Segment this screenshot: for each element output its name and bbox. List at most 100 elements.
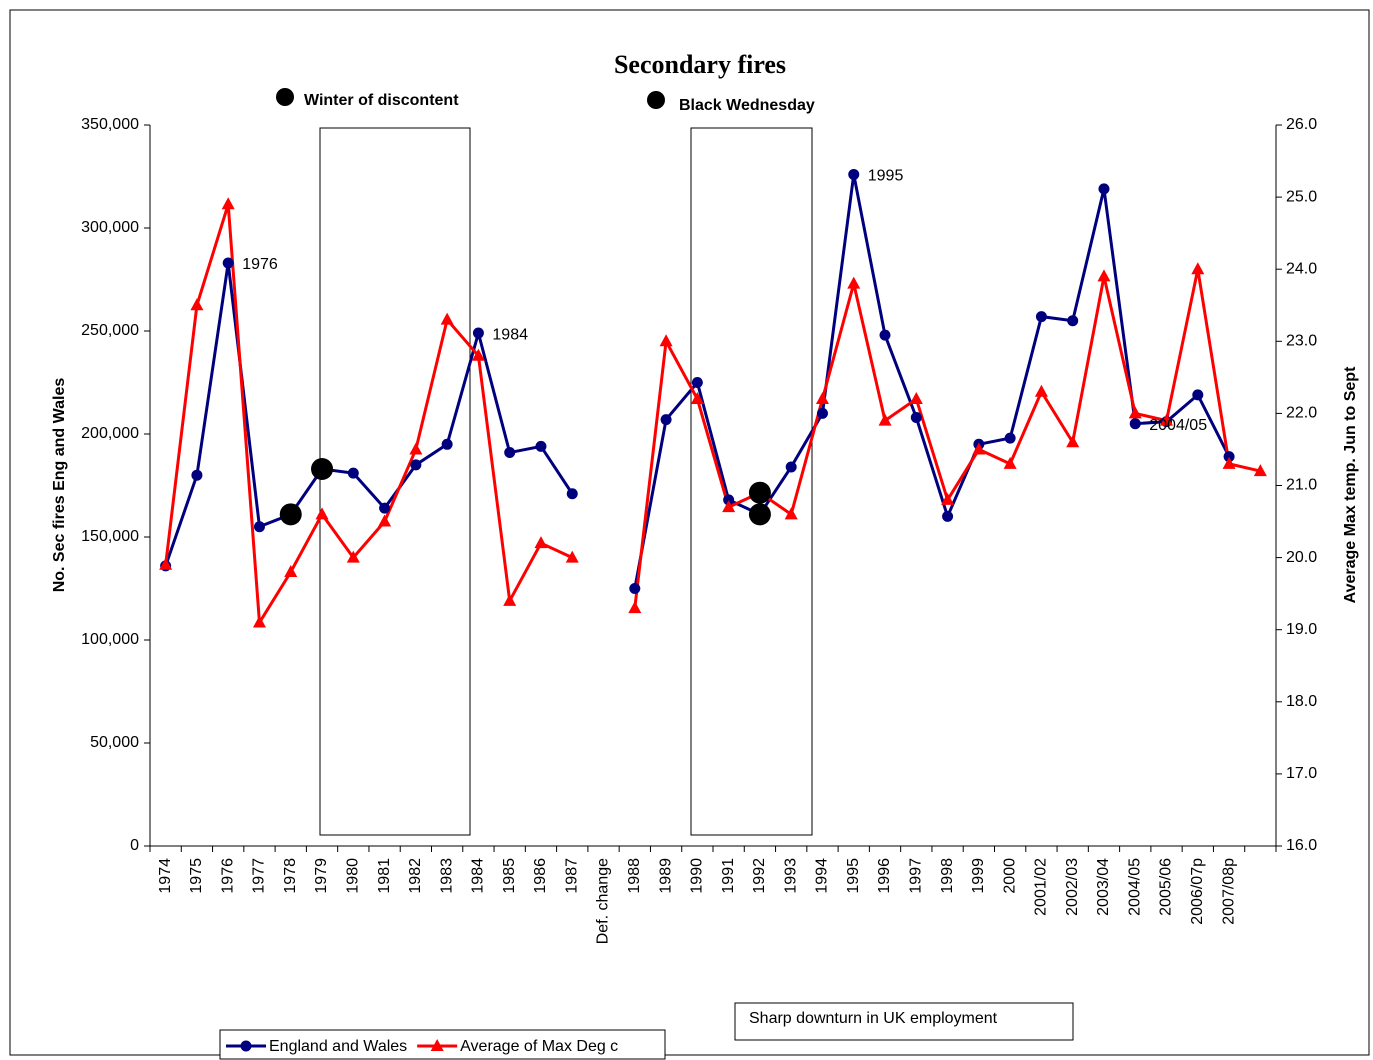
marker xyxy=(816,392,829,404)
x-tick-label: 1996 xyxy=(876,858,893,894)
x-tick-label: 2006/07p xyxy=(1189,858,1206,925)
event-label: Winter of discontent xyxy=(304,92,459,109)
marker xyxy=(191,470,202,481)
x-tick-label: 1976 xyxy=(219,858,236,894)
y2-tick-label: 17.0 xyxy=(1286,765,1317,782)
x-tick-label: 2000 xyxy=(1001,858,1018,894)
marker xyxy=(661,414,672,425)
event-bullet xyxy=(276,88,294,106)
marker xyxy=(1191,262,1204,274)
x-tick-label: 1997 xyxy=(908,858,925,894)
x-tick-label: 1991 xyxy=(720,858,737,894)
x-tick-label: 1984 xyxy=(470,858,487,894)
x-tick-label: 1982 xyxy=(407,858,424,894)
marker xyxy=(660,334,673,346)
event-marker xyxy=(311,458,333,480)
y2-tick-label: 24.0 xyxy=(1286,260,1317,277)
y2-tick-label: 22.0 xyxy=(1286,405,1317,422)
marker xyxy=(567,488,578,499)
y2-tick-label: 18.0 xyxy=(1286,693,1317,710)
marker xyxy=(1035,385,1048,397)
marker xyxy=(848,169,859,180)
x-tick-label: 1989 xyxy=(657,858,674,894)
x-tick-label: 1985 xyxy=(501,858,518,894)
shaded-period xyxy=(691,128,812,835)
marker xyxy=(254,521,265,532)
x-tick-label: 1977 xyxy=(251,858,268,894)
point-label: 2004/05 xyxy=(1149,417,1207,434)
x-tick-label: 1975 xyxy=(188,858,205,894)
y-tick-label: 300,000 xyxy=(81,219,139,236)
x-tick-label: 1994 xyxy=(814,858,831,894)
marker xyxy=(503,594,516,606)
marker xyxy=(1192,389,1203,400)
x-tick-label: 1980 xyxy=(345,858,362,894)
x-tick-label: 1995 xyxy=(845,858,862,894)
x-tick-label: 1990 xyxy=(689,858,706,894)
legend-label: England and Wales xyxy=(269,1038,407,1055)
chart-title: Secondary fires xyxy=(614,50,786,79)
y-tick-label: 150,000 xyxy=(81,528,139,545)
y-tick-label: 200,000 xyxy=(81,425,139,442)
y2-tick-label: 16.0 xyxy=(1286,837,1317,854)
x-tick-label: 2005/06 xyxy=(1158,858,1175,916)
x-tick-label: 1979 xyxy=(313,858,330,894)
event-marker xyxy=(280,503,302,525)
series-line xyxy=(166,204,1261,622)
marker xyxy=(379,503,390,514)
y2-axis-title: Average Max temp. Jun to Sept xyxy=(1342,366,1359,603)
y2-tick-label: 20.0 xyxy=(1286,549,1317,566)
y-tick-label: 350,000 xyxy=(81,116,139,133)
event-bullet xyxy=(647,91,665,109)
marker xyxy=(1129,406,1142,418)
event-marker xyxy=(749,503,771,525)
marker xyxy=(628,601,641,613)
x-tick-label: 1983 xyxy=(438,858,455,894)
marker xyxy=(534,536,547,548)
x-tick-label: 1974 xyxy=(157,858,174,894)
y2-tick-label: 23.0 xyxy=(1286,333,1317,350)
marker xyxy=(410,459,421,470)
marker xyxy=(786,461,797,472)
y-tick-label: 250,000 xyxy=(81,322,139,339)
marker xyxy=(785,507,798,519)
y-axis-title: No. Sec fires Eng and Wales xyxy=(51,378,68,593)
point-label: 1976 xyxy=(242,256,278,273)
marker xyxy=(1067,315,1078,326)
marker xyxy=(409,442,422,454)
y-tick-label: 50,000 xyxy=(90,734,139,751)
marker xyxy=(629,583,640,594)
marker xyxy=(1098,183,1109,194)
event-label: Black Wednesday xyxy=(679,97,815,114)
marker xyxy=(817,408,828,419)
x-tick-label: 2007/08p xyxy=(1220,858,1237,925)
marker xyxy=(378,515,391,527)
x-tick-label: 1981 xyxy=(376,858,393,894)
y2-tick-label: 21.0 xyxy=(1286,477,1317,494)
x-tick-label: 1986 xyxy=(532,858,549,894)
marker xyxy=(284,565,297,577)
x-tick-label: 1978 xyxy=(282,858,299,894)
x-tick-label: 1998 xyxy=(939,858,956,894)
marker xyxy=(223,258,234,269)
note-text: Sharp downturn in UK employment xyxy=(749,1010,998,1027)
marker xyxy=(692,377,703,388)
x-tick-label: 1993 xyxy=(782,858,799,894)
marker xyxy=(879,414,892,426)
marker xyxy=(535,441,546,452)
shaded-period xyxy=(320,128,470,835)
marker xyxy=(880,330,891,341)
marker xyxy=(1005,433,1016,444)
x-tick-label: 1999 xyxy=(970,858,987,894)
x-tick-label: 2003/04 xyxy=(1095,858,1112,916)
marker xyxy=(190,298,203,310)
y2-tick-label: 26.0 xyxy=(1286,116,1317,133)
marker xyxy=(241,1041,252,1052)
chart: Secondary fires Winter of discontent Bla… xyxy=(0,0,1373,1060)
marker xyxy=(942,511,953,522)
marker xyxy=(473,328,484,339)
x-tick-label: Def. change xyxy=(595,858,612,944)
marker xyxy=(222,197,235,209)
x-tick-label: 1988 xyxy=(626,858,643,894)
marker xyxy=(504,447,515,458)
